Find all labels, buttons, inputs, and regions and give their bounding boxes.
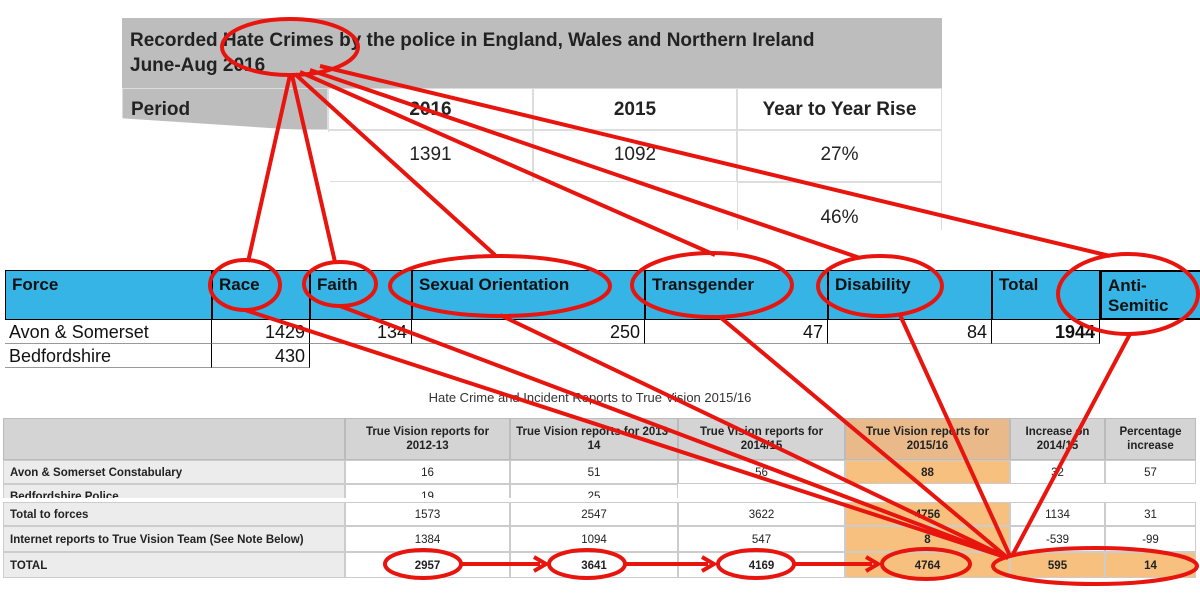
- header-cell: [3, 418, 345, 460]
- data-cell: 1573: [345, 502, 510, 526]
- data-cell: 19: [345, 484, 510, 498]
- force-name: Avon & Somerset: [5, 320, 212, 344]
- force-name: Bedfordshire: [5, 344, 212, 368]
- table-title: Recorded Hate Crimes by the police in En…: [130, 30, 815, 51]
- data-cell: 595: [1010, 552, 1105, 578]
- data-cell: 27%: [737, 130, 942, 182]
- row-label: TOTAL: [3, 552, 345, 578]
- data-cell: 51: [510, 460, 678, 484]
- row-label: Internet reports to True Vision Team (Se…: [3, 526, 345, 552]
- partial-row: 46%: [737, 182, 942, 230]
- header-cell: Total: [992, 270, 1100, 320]
- data-cell: 25: [510, 484, 678, 498]
- data-cell: 46%: [737, 182, 942, 230]
- partial-row: Bedfordshire Police 19 25: [0, 484, 1200, 498]
- data-cell: 1134: [1010, 502, 1105, 526]
- data-cell: 16: [345, 460, 510, 484]
- table-title: Hate Crime and Incident Reports to True …: [428, 390, 752, 405]
- data-cell: 250: [412, 320, 645, 344]
- data-cell: 84: [828, 320, 992, 344]
- header-cell: 2015: [533, 88, 737, 130]
- data-cell: 547: [678, 526, 845, 552]
- title-bar: [122, 18, 942, 88]
- header-cell: Year to Year Rise: [737, 88, 942, 130]
- data-cell: 57: [1105, 460, 1196, 484]
- header-cell: True Vision reports for 2015/16: [845, 418, 1010, 460]
- data-cell: 31: [1105, 502, 1196, 526]
- connector-lines: [244, 64, 1132, 560]
- arrows: [461, 555, 882, 573]
- header-cell: Percentage increase: [1105, 418, 1196, 460]
- header-cell: Anti-Semitic: [1100, 270, 1200, 320]
- data-cell: 88: [845, 460, 1010, 484]
- data-cell: 47: [645, 320, 828, 344]
- data-cell: 3622: [678, 502, 845, 526]
- header-cell: True Vision reports for 2012-13: [345, 418, 510, 460]
- white-wedge: [118, 118, 330, 240]
- row-label: Bedfordshire Police: [3, 484, 345, 498]
- data-cell: 2547: [510, 502, 678, 526]
- row-label: Total to forces: [3, 502, 345, 526]
- header-cell: Increase on 2014/15: [1010, 418, 1105, 460]
- header-cell: Race: [212, 270, 310, 320]
- row-label: Avon & Somerset Constabulary: [3, 460, 345, 484]
- force-table: Force Race Faith Sexual Orientation Transgen…: [0, 268, 1200, 368]
- data-cell: 430: [212, 344, 310, 368]
- highlight-ellipses: [208, 17, 1200, 586]
- header-cell: Force: [5, 270, 212, 320]
